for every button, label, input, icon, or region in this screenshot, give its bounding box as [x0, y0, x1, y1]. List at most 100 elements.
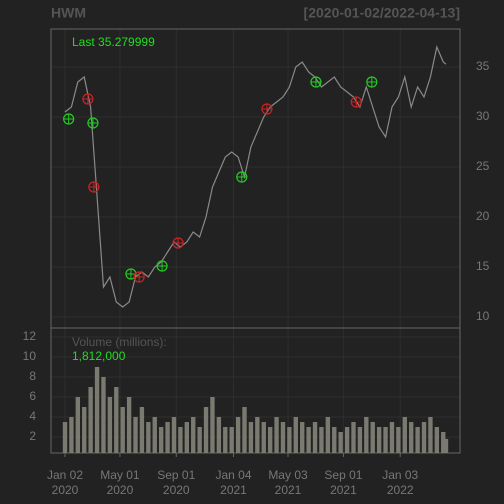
chart-title: HWM — [51, 5, 86, 21]
volume-tick-label: 12 — [23, 329, 37, 343]
volume-bar — [402, 417, 407, 453]
signal-cross — [173, 238, 184, 248]
y-tick-label: 30 — [476, 109, 490, 123]
signal-cross — [87, 118, 98, 128]
x-tick-label: Jan 03 2022 — [382, 468, 419, 497]
volume-bar — [332, 427, 337, 453]
volume-bar — [114, 387, 119, 453]
x-tick-label: Sep 01 2020 — [157, 468, 196, 497]
signal-cross — [88, 182, 99, 192]
volume-bar — [88, 387, 93, 453]
volume-bar — [94, 367, 100, 453]
volume-bar — [306, 427, 311, 453]
volume-tick-label: 10 — [23, 349, 37, 363]
volume-bar — [235, 417, 241, 453]
y-tick-label: 10 — [476, 309, 490, 323]
volume-bar — [82, 407, 87, 453]
volume-bar — [216, 417, 222, 453]
volume-bar — [261, 422, 266, 453]
volume-bar — [107, 397, 113, 453]
volume-bar — [325, 417, 331, 453]
price-line — [64, 45, 447, 308]
volume-bar — [75, 397, 81, 453]
volume-bar — [338, 432, 343, 453]
volume-bar — [415, 427, 420, 453]
volume-bar — [312, 422, 318, 453]
volume-bar — [280, 422, 286, 453]
volume-bar — [434, 427, 440, 453]
volume-bar — [146, 422, 151, 453]
signal-cross — [125, 269, 136, 279]
volume-tick-label: 4 — [29, 409, 36, 423]
volume-bar — [171, 417, 177, 453]
volume-bar — [69, 417, 74, 453]
volume-tick-label: 8 — [29, 369, 36, 383]
volume-bar — [133, 417, 138, 453]
signal-cross — [366, 77, 377, 87]
signal-cross — [310, 77, 321, 87]
volume-bar — [229, 427, 234, 453]
volume-bar — [165, 422, 170, 453]
volume-bar — [101, 377, 106, 453]
volume-bar — [242, 407, 247, 453]
volume-bar — [158, 427, 164, 453]
volume-bar — [441, 432, 446, 453]
volume-bar — [178, 427, 183, 453]
signal-cross — [236, 172, 247, 182]
volume-bar — [293, 417, 298, 453]
volume-bar — [267, 427, 273, 453]
volume-bar — [396, 427, 401, 453]
volume-bar — [139, 407, 145, 453]
volume-bar — [248, 422, 254, 453]
y-tick-label: 35 — [476, 59, 490, 73]
x-tick-label: Sep 01 2021 — [324, 468, 363, 497]
signal-cross — [261, 104, 272, 114]
volume-bar — [389, 422, 395, 453]
volume-bar — [351, 422, 356, 453]
signal-cross — [63, 114, 74, 124]
volume-bar — [364, 417, 369, 453]
volume-bar — [274, 417, 279, 453]
volume-bar — [126, 397, 132, 453]
volume-bar — [370, 422, 375, 453]
signal-cross — [351, 97, 362, 107]
volume-label: Volume (millions): — [72, 335, 167, 349]
volume-bar — [344, 427, 350, 453]
volume-bar — [210, 397, 215, 453]
volume-bar — [409, 422, 414, 453]
volume-bar — [376, 427, 382, 453]
y-tick-label: 20 — [476, 209, 490, 223]
signal-cross — [134, 272, 145, 282]
chart-subtitle: [2020-01-02/2022-04-13] — [304, 5, 460, 21]
volume-bar — [203, 407, 209, 453]
volume-bar — [152, 417, 157, 453]
x-tick-label: May 03 2021 — [268, 468, 308, 497]
volume-bar — [421, 422, 427, 453]
y-tick-label: 25 — [476, 159, 490, 173]
volume-bar — [428, 417, 433, 453]
volume-last-label: 1,812,000 — [72, 349, 126, 363]
volume-bar — [184, 422, 189, 453]
price-panel — [50, 28, 461, 329]
volume-bar — [287, 427, 292, 453]
signal-cross — [82, 94, 93, 104]
volume-bar — [300, 422, 305, 453]
volume-bar — [383, 427, 388, 453]
volume-bar — [191, 417, 196, 453]
volume-bar — [357, 427, 363, 453]
volume-bar — [197, 427, 202, 453]
volume-bar — [443, 438, 449, 453]
last-label: Last 35.279999 — [72, 35, 155, 49]
x-tick-label: Jan 02 2020 — [46, 468, 84, 497]
volume-bar — [255, 417, 260, 453]
volume-bar — [223, 427, 228, 453]
volume-tick-label: 2 — [29, 429, 36, 443]
y-tick-label: 15 — [476, 259, 490, 273]
x-tick-label: Jan 04 2021 — [215, 468, 252, 497]
x-tick-label: May 01 2020 — [100, 468, 140, 497]
volume-bar — [62, 422, 68, 453]
volume-bar — [319, 427, 324, 453]
volume-bar — [120, 407, 125, 453]
